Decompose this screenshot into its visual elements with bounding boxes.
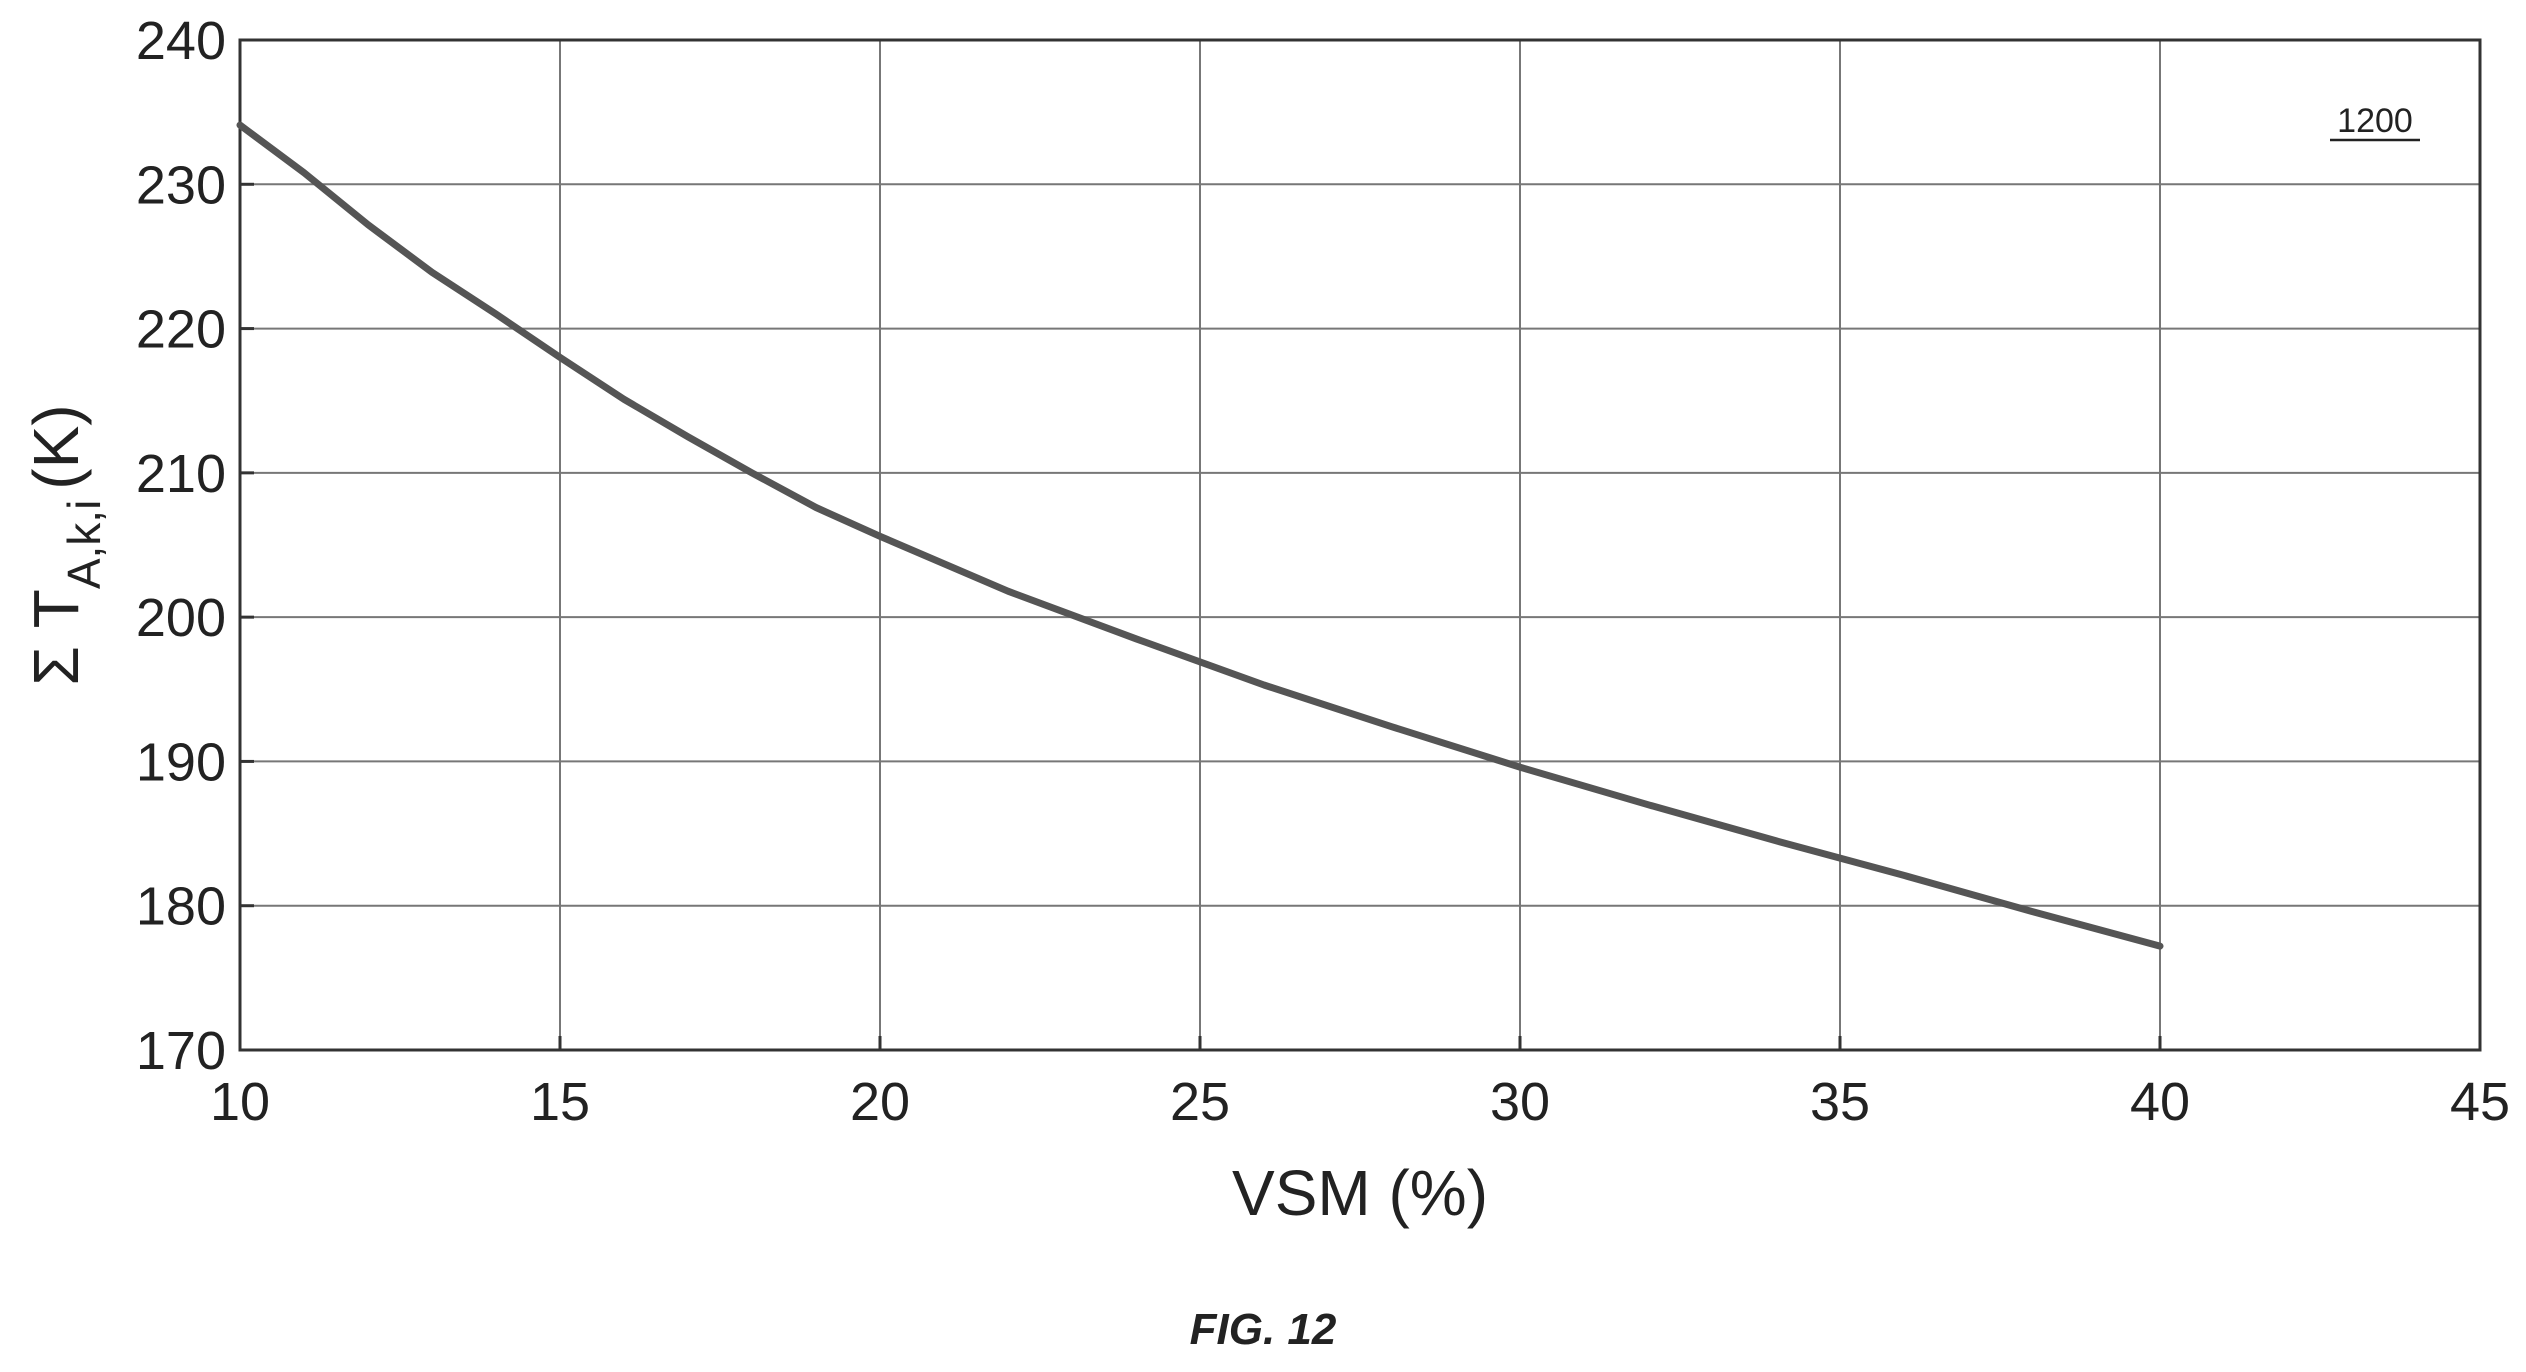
- grid-lines: [239, 39, 2481, 1051]
- x-axis-label: VSM (%): [1232, 1157, 1488, 1229]
- reference-number: 1200: [2337, 102, 2413, 140]
- y-tick-label: 190: [136, 732, 226, 792]
- y-tick-label: 170: [136, 1021, 226, 1081]
- y-tick-label: 210: [136, 444, 226, 504]
- figure-caption: FIG. 12: [1189, 1305, 1337, 1354]
- y-tick-label: 220: [136, 300, 226, 360]
- x-tick-label: 25: [1170, 1072, 1230, 1132]
- x-tick-label: 35: [1810, 1072, 1870, 1132]
- y-axis-label-prefix: Σ T: [20, 589, 92, 685]
- data-series-line: [236, 121, 2164, 950]
- y-tick-label: 240: [136, 11, 226, 71]
- x-tick-label: 20: [850, 1072, 910, 1132]
- x-tick-label: 15: [530, 1072, 590, 1132]
- x-tick-label: 40: [2130, 1072, 2190, 1132]
- y-tick-label: 200: [136, 588, 226, 648]
- y-axis-label-subscript: A,k,i: [58, 500, 110, 589]
- y-tick-label: 180: [136, 877, 226, 937]
- y-axis-label-unit: (K): [20, 404, 92, 489]
- x-tick-label: 30: [1490, 1072, 1550, 1132]
- x-tick-label: 45: [2450, 1072, 2510, 1132]
- plot-frame: [238, 38, 2482, 1052]
- y-axis-label: Σ TA,k,i (K): [20, 404, 110, 685]
- y-axis-ticks: 170 180 190 200 210 220 230 240: [136, 11, 254, 1081]
- x-tick-label: 10: [210, 1072, 270, 1132]
- y-tick-label: 230: [136, 155, 226, 215]
- x-axis-ticks: 10 15 20 25 30 35 40 45: [210, 1036, 2510, 1132]
